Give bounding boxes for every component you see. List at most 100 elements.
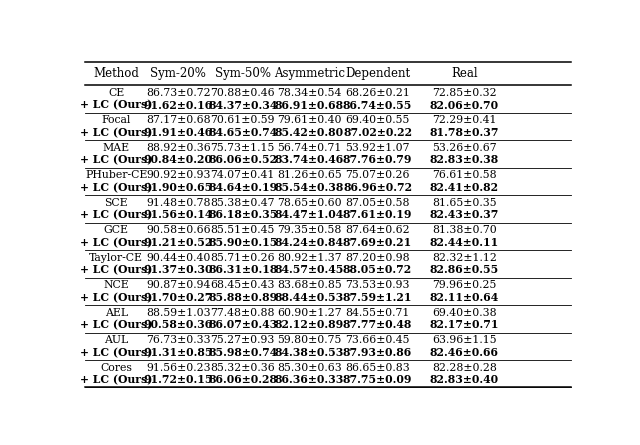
Text: 91.48±0.78: 91.48±0.78 — [146, 198, 211, 208]
Text: 91.62±0.16: 91.62±0.16 — [143, 100, 213, 110]
Text: 85.51±0.45: 85.51±0.45 — [211, 225, 275, 235]
Text: 90.58±0.66: 90.58±0.66 — [146, 225, 211, 235]
Text: 75.07±0.26: 75.07±0.26 — [346, 170, 410, 180]
Text: 90.44±0.40: 90.44±0.40 — [146, 253, 211, 263]
Text: 84.57±0.45: 84.57±0.45 — [275, 264, 344, 275]
Text: 84.64±0.19: 84.64±0.19 — [208, 182, 277, 193]
Text: 87.93±0.86: 87.93±0.86 — [343, 347, 412, 358]
Text: 88.92±0.36: 88.92±0.36 — [146, 143, 211, 153]
Text: 91.56±0.23: 91.56±0.23 — [146, 363, 211, 373]
Text: 76.61±0.58: 76.61±0.58 — [432, 170, 497, 180]
Text: 90.84±0.20: 90.84±0.20 — [144, 154, 212, 166]
Text: + LC (Ours): + LC (Ours) — [80, 264, 152, 275]
Text: 73.53±0.93: 73.53±0.93 — [346, 280, 410, 290]
Text: 91.90±0.65: 91.90±0.65 — [143, 182, 213, 193]
Text: 82.86±0.55: 82.86±0.55 — [430, 264, 499, 275]
Text: 75.73±1.15: 75.73±1.15 — [211, 143, 275, 153]
Text: 85.71±0.26: 85.71±0.26 — [211, 253, 275, 263]
Text: 72.29±0.41: 72.29±0.41 — [432, 115, 497, 125]
Text: 82.83±0.40: 82.83±0.40 — [430, 374, 499, 385]
Text: 85.88±0.89: 85.88±0.89 — [208, 292, 277, 303]
Text: + LC (Ours): + LC (Ours) — [80, 374, 152, 385]
Text: + LC (Ours): + LC (Ours) — [80, 100, 152, 110]
Text: 59.80±0.75: 59.80±0.75 — [277, 335, 341, 345]
Text: 81.38±0.70: 81.38±0.70 — [432, 225, 497, 235]
Text: + LC (Ours): + LC (Ours) — [80, 347, 152, 358]
Text: 77.48±0.88: 77.48±0.88 — [211, 308, 275, 318]
Text: + LC (Ours): + LC (Ours) — [80, 320, 152, 330]
Text: 91.91±0.46: 91.91±0.46 — [143, 127, 213, 138]
Text: + LC (Ours): + LC (Ours) — [80, 182, 152, 193]
Text: 68.45±0.43: 68.45±0.43 — [211, 280, 275, 290]
Text: 81.78±0.37: 81.78±0.37 — [429, 127, 499, 138]
Text: 91.21±0.52: 91.21±0.52 — [143, 237, 213, 248]
Text: 86.36±0.33: 86.36±0.33 — [275, 374, 344, 385]
Text: 91.37±0.30: 91.37±0.30 — [143, 264, 213, 275]
Text: 87.02±0.22: 87.02±0.22 — [343, 127, 412, 138]
Text: 85.42±0.80: 85.42±0.80 — [275, 127, 344, 138]
Text: 80.92±1.37: 80.92±1.37 — [277, 253, 342, 263]
Text: 86.07±0.43: 86.07±0.43 — [208, 320, 277, 330]
Text: PHuber-CE: PHuber-CE — [85, 170, 147, 180]
Text: 85.32±0.36: 85.32±0.36 — [211, 363, 275, 373]
Text: 69.40±0.38: 69.40±0.38 — [432, 308, 497, 318]
Text: 86.65±0.83: 86.65±0.83 — [345, 363, 410, 373]
Text: 86.96±0.72: 86.96±0.72 — [343, 182, 412, 193]
Text: 87.76±0.79: 87.76±0.79 — [343, 154, 412, 166]
Text: 85.98±0.74: 85.98±0.74 — [208, 347, 277, 358]
Text: 86.31±0.18: 86.31±0.18 — [208, 264, 277, 275]
Text: MAE: MAE — [102, 143, 130, 153]
Text: 91.56±0.14: 91.56±0.14 — [143, 210, 213, 220]
Text: 84.37±0.34: 84.37±0.34 — [208, 100, 277, 110]
Text: CE: CE — [108, 88, 124, 98]
Text: 86.73±0.72: 86.73±0.72 — [146, 88, 211, 98]
Text: + LC (Ours): + LC (Ours) — [80, 154, 152, 166]
Text: GCE: GCE — [104, 225, 129, 235]
Text: + LC (Ours): + LC (Ours) — [80, 292, 152, 303]
Text: 91.72±0.15: 91.72±0.15 — [143, 374, 213, 385]
Text: 82.46±0.66: 82.46±0.66 — [430, 347, 499, 358]
Text: 90.58±0.36: 90.58±0.36 — [143, 320, 213, 330]
Text: 72.85±0.32: 72.85±0.32 — [432, 88, 497, 98]
Text: 63.96±1.15: 63.96±1.15 — [432, 335, 497, 345]
Text: 78.65±0.60: 78.65±0.60 — [277, 198, 342, 208]
Text: Real: Real — [451, 67, 477, 80]
Text: 84.38±0.53: 84.38±0.53 — [275, 347, 344, 358]
Text: 91.31±0.85: 91.31±0.85 — [143, 347, 213, 358]
Text: 74.07±0.41: 74.07±0.41 — [211, 170, 275, 180]
Text: 82.83±0.38: 82.83±0.38 — [430, 154, 499, 166]
Text: 82.12±0.89: 82.12±0.89 — [275, 320, 344, 330]
Text: Sym-20%: Sym-20% — [150, 67, 206, 80]
Text: + LC (Ours): + LC (Ours) — [80, 210, 152, 220]
Text: Dependent: Dependent — [345, 67, 410, 80]
Text: 83.74±0.46: 83.74±0.46 — [275, 154, 344, 166]
Text: 56.74±0.71: 56.74±0.71 — [277, 143, 341, 153]
Text: 82.43±0.37: 82.43±0.37 — [429, 210, 499, 220]
Text: 88.05±0.72: 88.05±0.72 — [343, 264, 412, 275]
Text: + LC (Ours): + LC (Ours) — [80, 237, 152, 248]
Text: 82.06±0.70: 82.06±0.70 — [430, 100, 499, 110]
Text: 91.70±0.27: 91.70±0.27 — [143, 292, 213, 303]
Text: 86.91±0.68: 86.91±0.68 — [275, 100, 344, 110]
Text: 84.47±1.04: 84.47±1.04 — [275, 210, 344, 220]
Text: 85.38±0.47: 85.38±0.47 — [211, 198, 275, 208]
Text: 79.61±0.40: 79.61±0.40 — [277, 115, 341, 125]
Text: + LC (Ours): + LC (Ours) — [80, 127, 152, 138]
Text: AEL: AEL — [105, 308, 128, 318]
Text: 86.74±0.55: 86.74±0.55 — [343, 100, 412, 110]
Text: NCE: NCE — [103, 280, 129, 290]
Text: 90.92±0.93: 90.92±0.93 — [146, 170, 211, 180]
Text: 87.17±0.68: 87.17±0.68 — [146, 115, 211, 125]
Text: 75.27±0.93: 75.27±0.93 — [211, 335, 275, 345]
Text: 87.64±0.62: 87.64±0.62 — [346, 225, 410, 235]
Text: SCE: SCE — [104, 198, 128, 208]
Text: 85.90±0.15: 85.90±0.15 — [208, 237, 277, 248]
Text: 84.24±0.84: 84.24±0.84 — [275, 237, 344, 248]
Text: 53.92±1.07: 53.92±1.07 — [346, 143, 410, 153]
Text: 73.66±0.45: 73.66±0.45 — [346, 335, 410, 345]
Text: 85.30±0.63: 85.30±0.63 — [276, 363, 342, 373]
Text: 70.88±0.46: 70.88±0.46 — [211, 88, 275, 98]
Text: 78.34±0.54: 78.34±0.54 — [277, 88, 341, 98]
Text: 84.55±0.71: 84.55±0.71 — [346, 308, 410, 318]
Text: 88.59±1.03: 88.59±1.03 — [146, 308, 211, 318]
